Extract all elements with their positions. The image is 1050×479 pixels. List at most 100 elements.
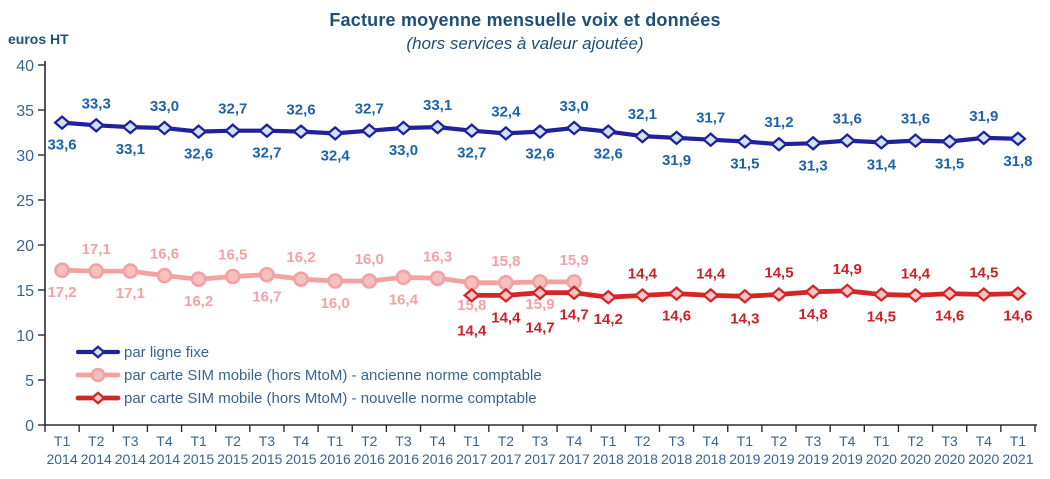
y-tick-label: 10 [16, 328, 34, 345]
x-tick-quarter-label: T3 [259, 433, 276, 449]
data-point-marker [770, 136, 788, 152]
y-axis: 0 5 10 15 20 25 30 35 40 [16, 58, 46, 435]
x-tick-year-label: 2014 [149, 451, 180, 467]
data-label: 16,2 [184, 293, 213, 310]
data-label: 14,4 [628, 265, 658, 282]
x-tick-year-label: 2020 [866, 451, 897, 467]
x-tick-year-label: 2020 [934, 451, 965, 467]
data-label: 16,3 [423, 248, 452, 265]
series-fixed-line: 33,6 33,3 33,1 33,0 32,6 32,7 32,7 32,6 32,4 32,7… [47, 95, 1032, 174]
data-label: 17,2 [47, 284, 76, 301]
data-point-marker [394, 120, 413, 136]
x-tick-quarter-label: T3 [805, 433, 822, 449]
data-point-marker [395, 269, 412, 286]
x-tick-year-label: 2016 [388, 451, 419, 467]
legend-label: par ligne fixe [124, 344, 209, 361]
x-tick-year-label: 2017 [490, 451, 521, 467]
y-tick-label: 0 [25, 418, 34, 435]
data-point-marker [190, 271, 207, 288]
data-point-marker [804, 135, 822, 151]
data-point-marker [87, 117, 105, 133]
data-point-marker [90, 367, 106, 383]
x-tick-year-label: 2015 [217, 451, 248, 467]
y-tick-label: 30 [16, 148, 34, 165]
data-label: 32,6 [184, 146, 213, 163]
data-label: 31,8 [1003, 153, 1032, 170]
data-point-marker [122, 263, 139, 279]
x-tick-year-label: 2018 [593, 451, 624, 467]
data-label: 16,6 [150, 246, 179, 263]
data-point-marker [497, 287, 515, 303]
data-label: 15,8 [457, 297, 486, 314]
x-tick-year-label: 2019 [832, 451, 863, 467]
data-point-marker [156, 267, 173, 284]
data-label: 16,0 [321, 295, 350, 312]
x-tick-quarter-label: T2 [634, 433, 651, 449]
x-tick-quarter-label: T3 [122, 433, 139, 449]
data-label: 14,5 [969, 265, 998, 282]
y-tick-label: 35 [16, 103, 34, 120]
x-tick-quarter-label: T4 [293, 433, 310, 449]
data-point-marker [361, 273, 378, 289]
y-tick-label: 5 [25, 373, 34, 390]
data-label: 33,0 [389, 142, 418, 159]
x-tick-quarter-label: T3 [395, 433, 412, 449]
y-axis-unit-label: euros HT [8, 31, 69, 47]
x-tick-year-label: 2016 [422, 451, 453, 467]
data-label: 14,7 [525, 320, 554, 337]
x-tick-quarter-label: T3 [532, 433, 549, 449]
data-label: 32,1 [628, 106, 657, 123]
chart-subtitle: (hors services à valeur ajoutée) [406, 34, 644, 53]
data-point-marker [599, 289, 618, 305]
x-tick-year-label: 2017 [524, 451, 555, 467]
data-point-marker [565, 285, 583, 301]
data-point-marker [326, 125, 344, 141]
x-tick-year-label: 2017 [559, 451, 590, 467]
data-label: 16,7 [252, 289, 281, 306]
x-tick-year-label: 2014 [81, 451, 112, 467]
data-point-marker [189, 124, 208, 140]
data-label: 31,9 [662, 152, 691, 169]
data-label: 33,1 [423, 97, 452, 114]
x-tick-year-label: 2017 [456, 451, 487, 467]
data-label: 31,4 [867, 156, 897, 173]
x-tick-quarter-label: T1 [327, 433, 344, 449]
data-label: 32,4 [321, 147, 351, 164]
data-point-marker [327, 273, 343, 289]
data-label: 31,6 [901, 111, 930, 128]
data-point-marker [975, 286, 993, 303]
data-label: 32,6 [594, 146, 623, 163]
x-tick-quarter-label: T2 [907, 433, 924, 449]
data-label: 31,5 [730, 156, 759, 173]
data-label: 16,0 [355, 251, 384, 268]
data-point-marker [906, 287, 925, 303]
data-label: 32,7 [218, 101, 247, 118]
data-label: 14,4 [457, 322, 487, 339]
data-label: 14,4 [696, 265, 726, 282]
data-label: 14,2 [594, 311, 623, 328]
data-label: 32,7 [457, 145, 486, 162]
data-point-marker [88, 263, 105, 279]
x-tick-year-label: 2018 [661, 451, 692, 467]
data-point-marker [428, 119, 447, 135]
x-tick-year-label: 2015 [183, 451, 214, 467]
x-tick-quarter-label: T1 [1010, 433, 1027, 449]
x-tick-quarter-label: T4 [429, 433, 446, 449]
x-tick-year-label: 2019 [798, 451, 829, 467]
data-point-marker [223, 123, 242, 139]
data-point-marker [53, 115, 71, 131]
data-point-marker [940, 286, 959, 302]
data-label: 14,4 [491, 309, 521, 326]
legend-item: par ligne fixe [75, 344, 209, 361]
x-tick-year-label: 2018 [627, 451, 658, 467]
x-tick-year-label: 2014 [115, 451, 146, 467]
series-sim-old-standard: 17,2 17,1 17,1 16,6 16,2 16,5 16,7 16,2 16,0 16,0… [47, 241, 588, 314]
data-point-marker [736, 288, 754, 304]
data-point-marker [90, 345, 106, 359]
data-point-marker [90, 391, 106, 405]
data-point-marker [155, 120, 174, 136]
data-point-marker [462, 287, 481, 303]
x-tick-year-label: 2020 [968, 451, 999, 467]
data-label: 33,1 [116, 141, 145, 158]
